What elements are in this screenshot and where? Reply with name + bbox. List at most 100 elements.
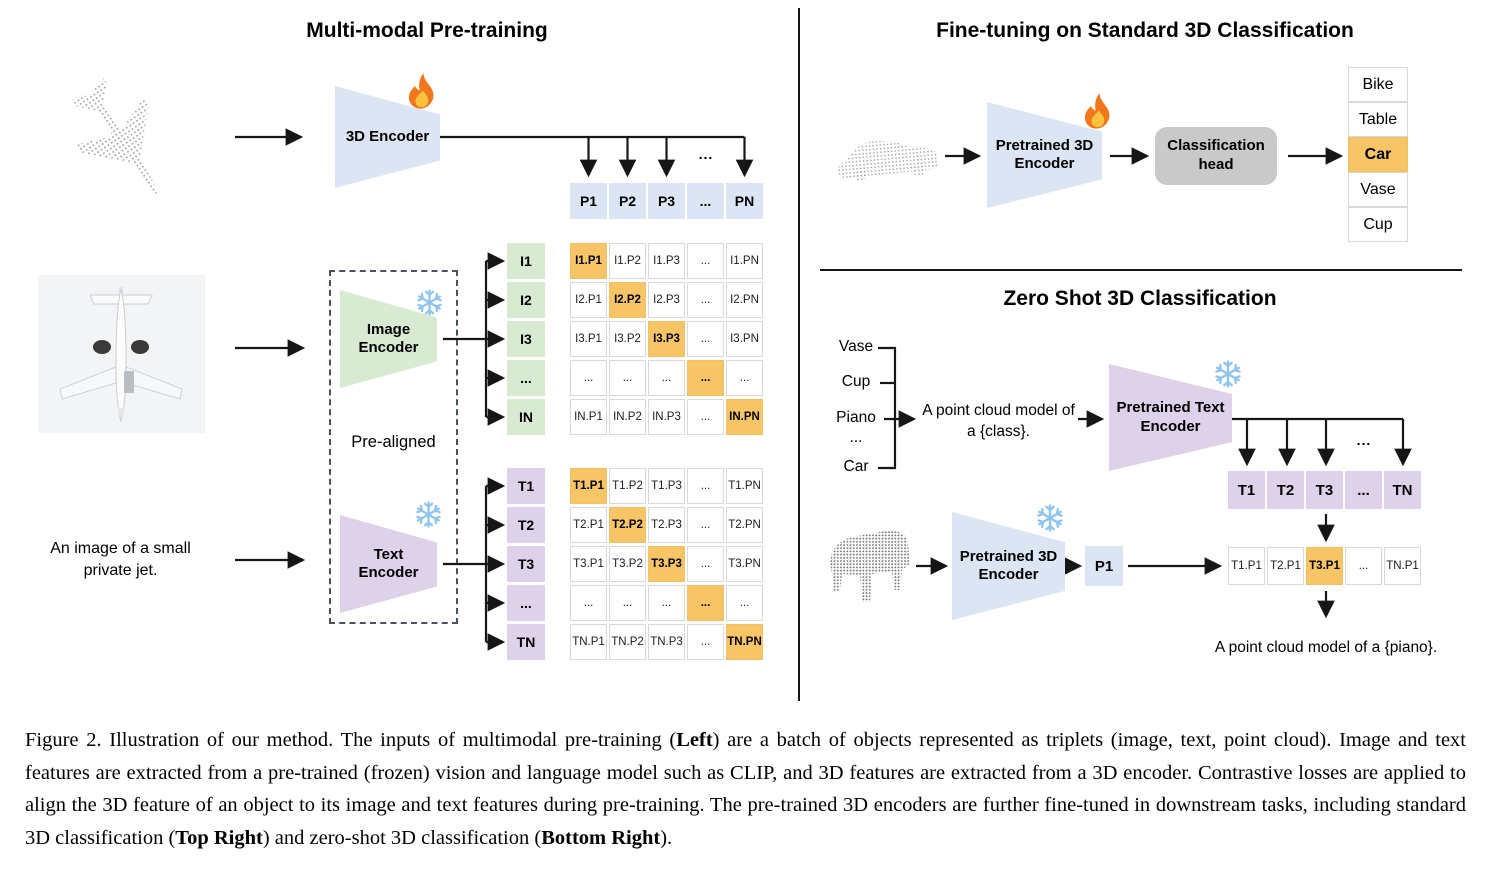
image-similarity-cell: ... (687, 282, 724, 318)
snowflake-icon (1215, 362, 1240, 387)
zs-class-cup: Cup (841, 373, 871, 390)
class-option: Cup (1348, 207, 1408, 242)
classification-head: Classification head (1155, 127, 1277, 185)
fire-icon (408, 73, 434, 109)
text-similarity-cell: ... (687, 468, 724, 504)
encoder-3d-label: 3D Encoder (345, 127, 430, 145)
image-encoder-label: Encoder (358, 339, 419, 356)
ellipsis-label: ... (1356, 432, 1372, 448)
text-similarity-cell: T1.P3 (648, 468, 685, 504)
text-similarity-cell: TN.P1 (570, 624, 607, 660)
class-option: Bike (1348, 67, 1408, 102)
image-similarity-cell: ... (687, 360, 724, 396)
image-similarity-cell: I2.PN (726, 282, 763, 318)
pretraining-title: Multi-modal Pre-training (306, 19, 548, 42)
class-list: Bike Table Car Vase Cup (1348, 67, 1408, 242)
image-text-line: private jet. (83, 562, 158, 579)
text-similarity-cell: T1.PN (726, 468, 763, 504)
text-feature-column: T1 T2 T3... TN (507, 468, 545, 660)
image-similarity-cell: ... (687, 399, 724, 435)
image-similarity-cell: IN.P1 (570, 399, 607, 435)
caption-segment: ) and zero-shot 3D classification ( (262, 826, 542, 849)
zs-similarity-cell: ... (1345, 547, 1382, 585)
text-feature-cell: TN (507, 624, 545, 660)
text-feature-cell: T3 (507, 546, 545, 582)
image-similarity-cell: I1.P1 (570, 243, 607, 279)
text-similarity-cell: T2.PN (726, 507, 763, 543)
class-option: Car (1348, 137, 1408, 172)
snowflake-icon (416, 503, 440, 527)
zs-prompt-line: A point cloud model of (922, 402, 1075, 419)
zs-similarity-cell: TN.P1 (1384, 547, 1421, 585)
text-similarity-cell: T3.P2 (609, 546, 646, 582)
image-similarity-cell: I3.P1 (570, 321, 607, 357)
caption-bold-segment: Left (676, 729, 713, 751)
divider-lines (798, 8, 1462, 701)
text-similarity-cell: ... (648, 585, 685, 621)
text-similarity-cell: TN.P2 (609, 624, 646, 660)
text-similarity-cell: T1.P2 (609, 468, 646, 504)
image-similarity-cell: I1.P2 (609, 243, 646, 279)
zs-class-vase: Vase (838, 338, 874, 355)
text-similarity-cell: ... (687, 546, 724, 582)
image-similarity-cell: ... (648, 360, 685, 396)
pretrained-text-encoder-label: Pretrained Text (1116, 399, 1225, 417)
image-feature-cell: I1 (507, 243, 545, 279)
zs-prompt: A point cloud model of a {class}. (896, 400, 1101, 442)
ellipsis-label: ... (698, 146, 714, 162)
image-similarity-cell: I2.P3 (648, 282, 685, 318)
image-similarity-cell: ... (726, 360, 763, 396)
p-feature-cell: P1 (570, 183, 607, 219)
zs-prompt-line: a {class}. (967, 423, 1030, 440)
pre-aligned-label: Pre-aligned (351, 433, 436, 451)
snowflake-icon (1037, 506, 1062, 531)
text-encoder-label: Text (373, 545, 404, 563)
text-similarity-cell: ... (609, 585, 646, 621)
zs-similarity-cell: T3.P1 (1306, 547, 1343, 585)
image-similarity-cell: I2.P1 (570, 282, 607, 318)
image-similarity-cell: ... (609, 360, 646, 396)
image-encoder-label: Image (366, 320, 411, 338)
text-similarity-cell: ... (687, 585, 724, 621)
text-similarity-cell: T2.P1 (570, 507, 607, 543)
text-similarity-cell: T3.P1 (570, 546, 607, 582)
zs-text-feature-cell: T1 (1228, 471, 1265, 509)
image-similarity-cell: ... (570, 360, 607, 396)
image-text-line: An image of a small (50, 540, 191, 557)
pretrained-3d-encoder-label: Encoder (978, 566, 1039, 583)
pretraining-arrows (235, 128, 754, 651)
p-feature-cell: P2 (609, 183, 646, 219)
zs-class-car: Car (843, 458, 869, 475)
text-similarity-cell: TN.P3 (648, 624, 685, 660)
image-similarity-cell: I2.P2 (609, 282, 646, 318)
pretrained-3d-encoder-label: Pretrained 3D (995, 136, 1094, 154)
image-feature-column: I1 I2 I3... IN (507, 243, 545, 435)
jet-photo-render (59, 287, 183, 423)
pretrained-3d-encoder-label: Encoder (1014, 155, 1075, 172)
image-similarity-cell: IN.P3 (648, 399, 685, 435)
pretrained-text-encoder-label: Encoder (1140, 417, 1201, 435)
image-text-sample: An image of a small private jet. (18, 538, 223, 582)
caption-bold-segment: Bottom Right (541, 826, 661, 849)
zeroshot-arrows (878, 346, 1412, 619)
piano-point-cloud (830, 530, 910, 602)
classification-head-label: Classification (1167, 137, 1265, 155)
p-feature-row: P1 P2 P3... PN (570, 183, 763, 219)
zs-result-text: A point cloud model of a {piano}. (1214, 639, 1438, 656)
text-similarity-cell: ... (570, 585, 607, 621)
image-feature-cell: I2 (507, 282, 545, 318)
zs-text-feature-cell: ... (1345, 471, 1382, 509)
zs-class-ellipsis: ... (849, 429, 863, 446)
caption-segment: ). (660, 826, 673, 849)
zs-similarity-cell: T1.P1 (1228, 547, 1265, 585)
figure-caption: Figure 2. Illustration of our method. Th… (25, 724, 1466, 854)
image-feature-cell: ... (507, 360, 545, 396)
text-feature-cell: T1 (507, 468, 545, 504)
p-feature-cell: PN (726, 183, 763, 219)
zs-similarity-row: T1.P1 T2.P1 T3.P1... TN.P1 (1228, 547, 1421, 585)
zs-class-piano: Piano (836, 409, 876, 426)
class-option: Vase (1348, 172, 1408, 207)
image-similarity-cell: I3.P2 (609, 321, 646, 357)
class-option: Table (1348, 102, 1408, 137)
